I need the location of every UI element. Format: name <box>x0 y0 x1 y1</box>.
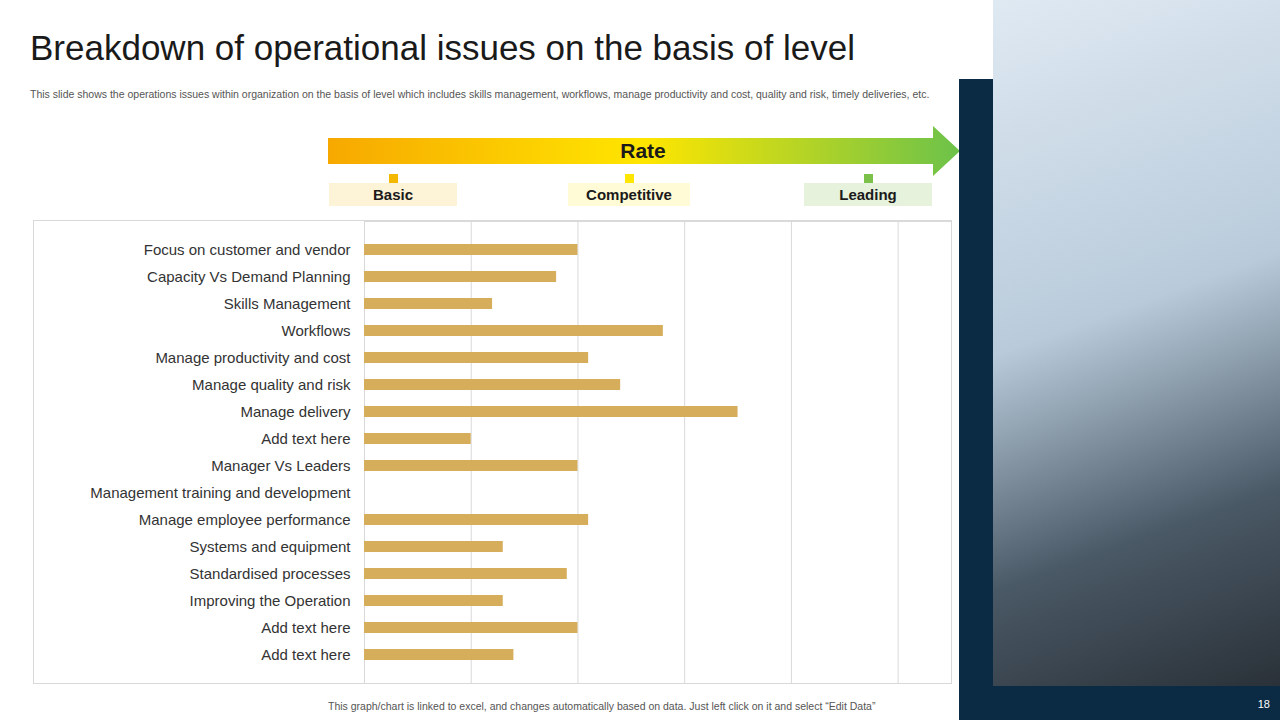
svg-text:Management training and develo: Management training and development <box>90 484 351 501</box>
svg-text:Manage employee performance: Manage employee performance <box>139 511 351 528</box>
svg-text:Manage delivery: Manage delivery <box>240 403 351 420</box>
html-text:This graph/chart is linked to: This graph/chart is linked to excel, and… <box>328 700 876 712</box>
html-text:18: 18 <box>1257 698 1270 710</box>
html-text:Basic: Basic <box>373 186 413 203</box>
svg-text:Standardised processes: Standardised processes <box>190 565 351 582</box>
svg-text:Add text here: Add text here <box>261 430 350 447</box>
svg-text:Manage productivity and cost: Manage productivity and cost <box>155 349 351 366</box>
svg-text:Add text here: Add text here <box>261 619 350 636</box>
svg-text:Skills Management: Skills Management <box>224 295 352 312</box>
html-text:Breakdown of operational issue: Breakdown of operational issues on the b… <box>30 28 855 67</box>
svg-text:Add text here: Add text here <box>261 646 350 663</box>
html-text:Leading: Leading <box>839 186 897 203</box>
svg-text:Manage quality and risk: Manage quality and risk <box>192 376 351 393</box>
svg-text:Rate: Rate <box>620 139 666 162</box>
svg-text:Manager Vs Leaders: Manager Vs Leaders <box>211 457 350 474</box>
svg-text:Focus on customer and vendor: Focus on customer and vendor <box>144 241 351 258</box>
svg-text:Systems and equipment: Systems and equipment <box>190 538 352 555</box>
svg-text:Improving the Operation: Improving the Operation <box>190 592 351 609</box>
html-text:Competitive: Competitive <box>586 186 672 203</box>
html-text:This slide shows the operation: This slide shows the operations issues w… <box>30 88 930 100</box>
svg-text:Workflows: Workflows <box>282 322 351 339</box>
svg-text:Capacity Vs Demand Planning: Capacity Vs Demand Planning <box>147 268 350 285</box>
